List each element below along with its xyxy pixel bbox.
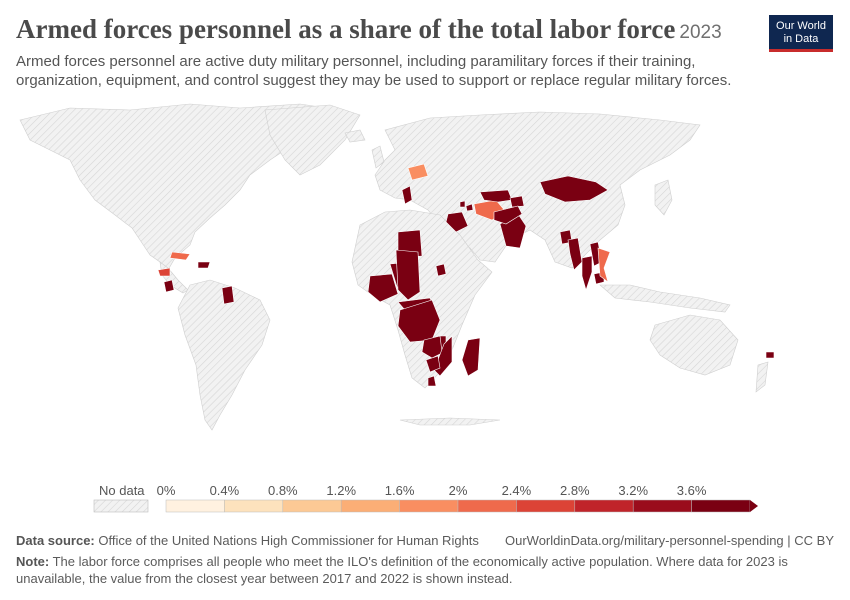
legend-overflow-arrow	[750, 500, 758, 512]
country-cuba[interactable]: Cuba	[169, 251, 191, 261]
logo-line-2: in Data	[783, 33, 819, 45]
legend-bin-0[interactable]	[165, 499, 225, 513]
legend-tick-2: 0.8%	[267, 483, 298, 498]
world-map: BelarusTurkmenistanAzerbaijanArmeniaUzbe…	[19, 103, 775, 431]
title-text: Armed forces personnel as a share of the…	[16, 14, 676, 44]
logo-line-1: Our World	[776, 20, 826, 32]
legend-bin-3[interactable]	[340, 499, 400, 513]
country-vietnam[interactable]: Vietnam	[597, 247, 611, 283]
source-label: Data source:	[16, 533, 95, 548]
country-armenia[interactable]: Armenia	[459, 200, 466, 208]
country-greece[interactable]: Greece	[401, 185, 413, 205]
legend-tick-9: 3.6%	[676, 483, 707, 498]
country-guyana[interactable]: Guyana	[221, 285, 235, 305]
note-label: Note:	[16, 554, 50, 569]
legend-bin-8[interactable]	[632, 499, 692, 513]
country-belarus[interactable]: Belarus	[407, 163, 429, 181]
legend-tick-3: 1.2%	[326, 483, 357, 498]
legend-bin-5[interactable]	[457, 499, 517, 513]
country-uzbekistan[interactable]: Uzbekistan	[479, 189, 513, 203]
indonesia-landmass	[599, 284, 731, 313]
country-mongolia[interactable]: Mongolia	[539, 175, 609, 203]
owid-logo[interactable]: Our World in Data	[769, 15, 833, 52]
country-thailand[interactable]: Thailand	[581, 255, 593, 292]
central-america-landmass	[159, 261, 189, 294]
source-text: Office of the United Nations High Commis…	[98, 533, 479, 548]
iceland-landmass	[344, 129, 366, 143]
country-eswatini[interactable]: Eswatini	[427, 375, 437, 387]
australia-landmass	[649, 314, 739, 376]
legend-bin-4[interactable]	[399, 499, 459, 513]
legend-tick-0: 0%	[156, 483, 176, 498]
legend-tick-5: 2%	[448, 483, 468, 498]
country-haiti[interactable]: Haiti	[197, 261, 211, 269]
legend-colorbar	[93, 499, 758, 513]
legend-bin-2[interactable]	[282, 499, 342, 513]
legend-tick-6: 2.4%	[501, 483, 532, 498]
data-regions: BelarusTurkmenistanAzerbaijanArmeniaUzbe…	[157, 163, 775, 387]
country-eritrea[interactable]: Eritrea	[435, 263, 447, 277]
country-iraq[interactable]: Iraq	[445, 211, 469, 233]
legend: No data 0% 0.4% 0.8% 1.2% 1.6% 2% 2.4% 2.8% 3.2%…	[0, 478, 850, 518]
legend-bin-6[interactable]	[516, 499, 576, 513]
title-year: 2023	[679, 22, 722, 43]
country-afghanistan[interactable]: Afghanistan	[493, 205, 523, 225]
south-america-landmass	[177, 279, 271, 431]
legend-bin-9[interactable]	[691, 499, 751, 513]
japan-landmass	[654, 179, 673, 216]
country-el-salvador[interactable]: El Salvador	[163, 279, 175, 293]
country-fiji[interactable]: Fiji	[765, 351, 775, 359]
uk-landmass	[371, 145, 385, 169]
legend-tick-8: 3.2%	[618, 483, 649, 498]
legend-bin-1[interactable]	[224, 499, 284, 513]
data-source-line: Data source: Office of the United Nation…	[16, 532, 834, 549]
country-tajikistan[interactable]: Tajikistan	[509, 195, 525, 208]
legend-bin-7[interactable]	[574, 499, 634, 513]
antarctic-fringe	[399, 417, 501, 426]
url-license[interactable]: OurWorldinData.org/military-personnel-sp…	[505, 533, 834, 548]
legend-tick-1: 0.4%	[209, 483, 240, 498]
new-zealand-landmass	[755, 361, 769, 393]
legend-no-data-swatch	[93, 499, 149, 513]
country-zimbabwe[interactable]: Zimbabwe	[425, 355, 441, 373]
legend-tick-4: 1.6%	[384, 483, 415, 498]
chart-title: Armed forces personnel as a share of the…	[16, 14, 722, 45]
country-madagascar[interactable]: Madagascar	[461, 337, 481, 377]
legend-tick-7: 2.8%	[559, 483, 590, 498]
country-honduras[interactable]: Honduras	[157, 267, 171, 277]
country-nigeria[interactable]: Nigeria	[367, 273, 399, 303]
chart-subtitle: Armed forces personnel are active duty m…	[16, 53, 732, 89]
greenland-landmass	[264, 104, 361, 176]
north-america-landmass	[19, 103, 341, 271]
legend-no-data-label: No data	[99, 483, 145, 498]
country-zambia[interactable]: Zambia	[421, 335, 445, 359]
country-chad[interactable]: Chad	[395, 249, 421, 301]
country-myanmar[interactable]: Myanmar	[567, 237, 583, 271]
country-azerbaijan[interactable]: Azerbaijan	[465, 203, 474, 212]
note-line: Note: The labor force comprises all peop…	[16, 553, 834, 587]
note-text: The labor force comprises all people who…	[16, 554, 788, 586]
